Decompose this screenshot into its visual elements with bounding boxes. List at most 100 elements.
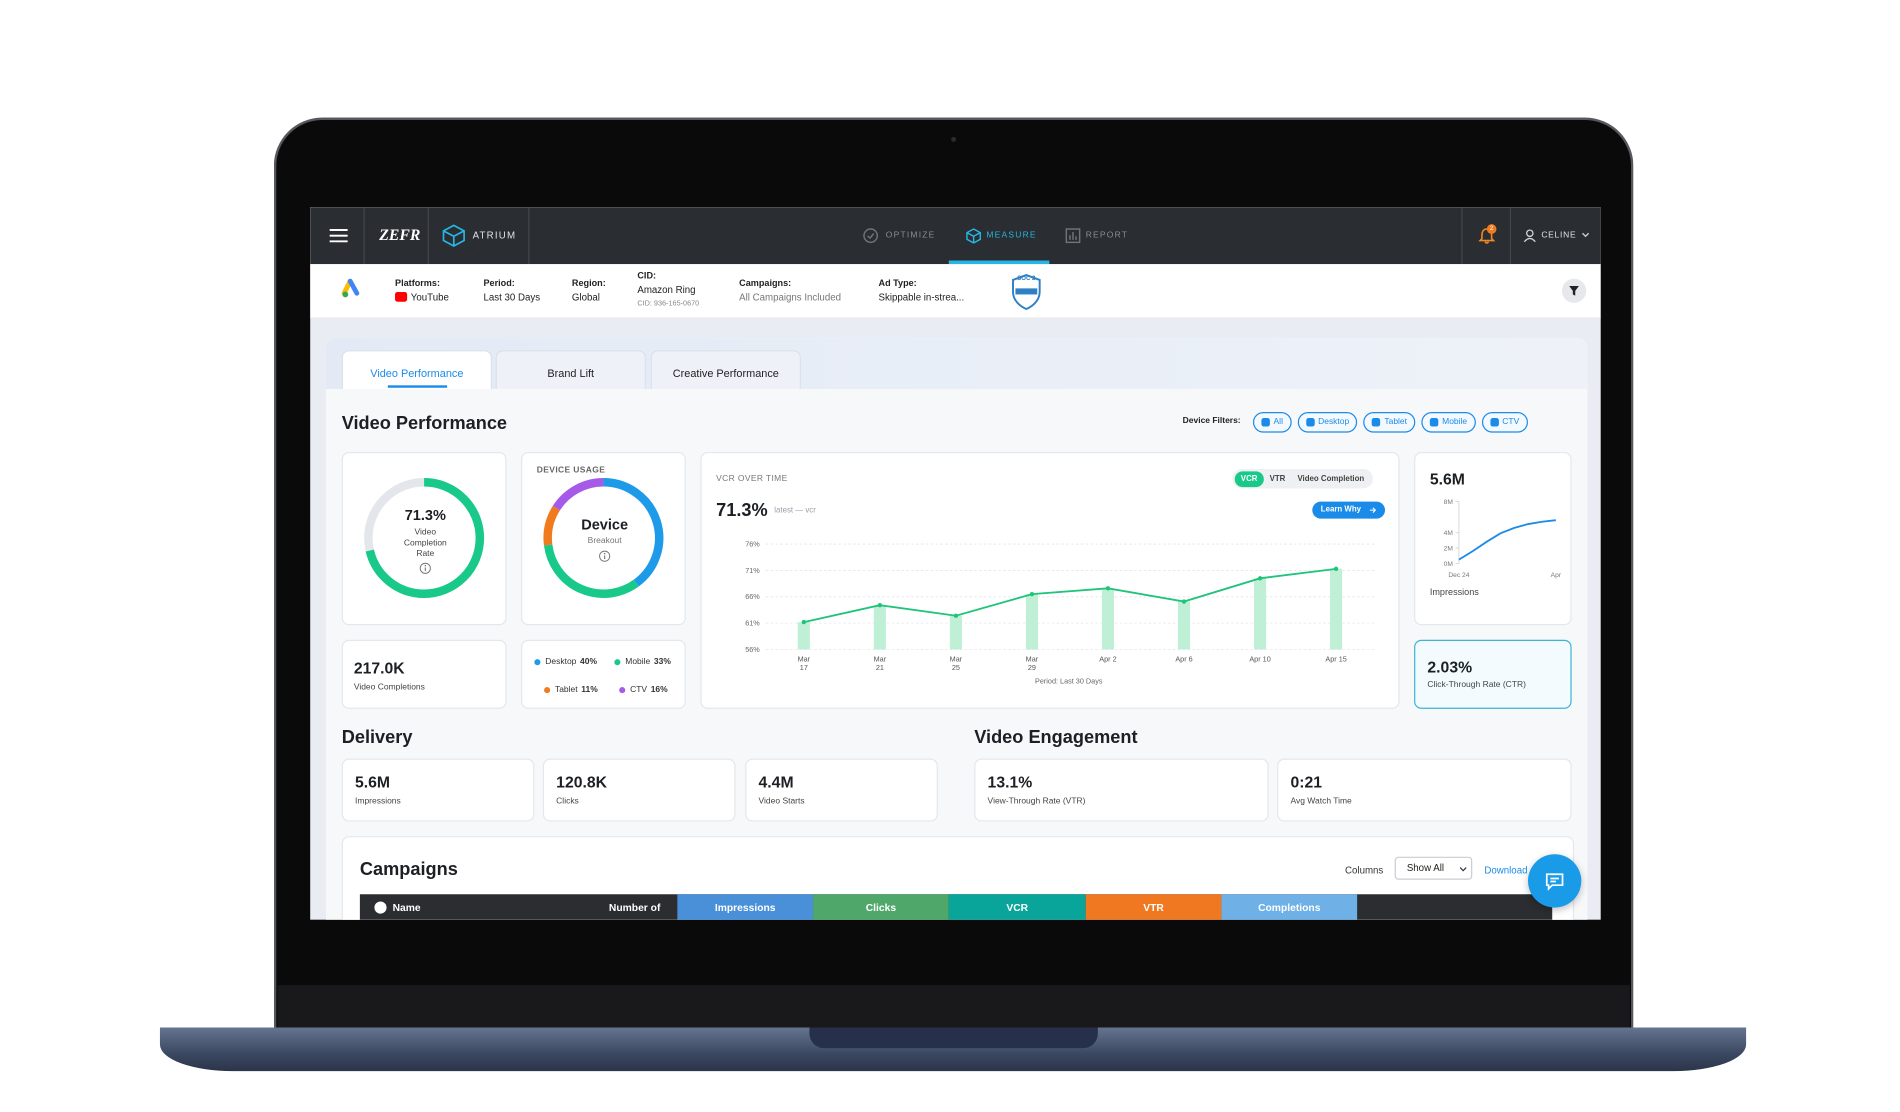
completions-card: 217.0K Video Completions: [341, 639, 507, 709]
info-icon[interactable]: [419, 562, 431, 574]
nav-item[interactable]: MEASURE: [986, 231, 1037, 240]
x-tick-label: Apr 10: [1249, 656, 1271, 665]
ctr-label: Click-Through Rate (CTR): [1427, 680, 1526, 690]
device-filter[interactable]: CTV: [1481, 411, 1528, 433]
checkbox: [1305, 418, 1315, 427]
campaigns-title: Campaigns: [359, 859, 458, 880]
table-header-cell[interactable]: VCR: [948, 894, 1086, 920]
nav-active-underline: [948, 260, 1050, 265]
device-filter[interactable]: Mobile: [1421, 411, 1476, 433]
metric-toggle-option[interactable]: Video Completion: [1297, 474, 1365, 483]
delivery-title: Delivery: [341, 727, 413, 748]
x-tick-label: Mar 29: [1025, 656, 1039, 673]
tab[interactable]: Brand Lift: [495, 350, 646, 389]
table-header-cell[interactable]: VTR: [1085, 894, 1222, 920]
y-tick-label: 8M: [1444, 499, 1453, 506]
section-title: Video Performance: [341, 413, 508, 434]
legend-item: Desktop 40%: [534, 658, 597, 666]
metric-value: 4.4M: [758, 773, 794, 792]
table-header-cell[interactable]: Impressions: [677, 894, 814, 920]
table-header-cell[interactable]: Completions: [1221, 894, 1358, 920]
metric-card: 13.1% View-Through Rate (VTR): [974, 758, 1269, 822]
nav-item[interactable]: REPORT: [1085, 231, 1129, 240]
metric-toggle-option[interactable]: VTR: [1269, 474, 1286, 483]
chat-button[interactable]: [1527, 854, 1582, 908]
screen: ZEFR ATRIUM OPTIMIZE MEASURE REPORT 2 CE…: [310, 207, 1601, 920]
download-link[interactable]: Download: [1484, 865, 1528, 877]
divider: [363, 207, 365, 265]
select-chevron: [1459, 867, 1467, 872]
tab[interactable]: Video Performance: [341, 350, 492, 389]
bar: [873, 605, 886, 650]
device-center-label: Device: [581, 516, 629, 534]
device-filters: All Desktop Tablet Mobile CTV: [1247, 411, 1528, 433]
donut-segment: [552, 478, 604, 511]
device-filter-label: All: [1273, 418, 1283, 427]
line: [1458, 519, 1556, 561]
field-value: Skippable in-strea...: [878, 292, 965, 303]
device-filter-label: Tablet: [1384, 418, 1408, 427]
laptop-chin: [277, 985, 1630, 1028]
line: [803, 567, 1337, 623]
legend-item: CTV 16%: [619, 686, 668, 694]
legend-dot: [544, 687, 551, 694]
field-label: Region:: [571, 277, 606, 289]
legend-value: 40%: [580, 657, 598, 667]
device-card: DEVICE USAGE Device Breakout: [521, 451, 686, 626]
select-all[interactable]: [374, 901, 387, 914]
device-filter[interactable]: All: [1252, 411, 1292, 433]
donut-segment: [603, 478, 664, 587]
table-header: Name Number of Impressions Clicks VCR VTR Comp…: [359, 894, 1553, 920]
legend-item: Mobile 33%: [614, 658, 671, 666]
info-icon[interactable]: [599, 550, 611, 562]
legend-label: Tablet: [554, 685, 578, 695]
completions-label: Video Completions: [353, 683, 425, 692]
notification-badge: 2: [1486, 224, 1497, 234]
y-tick-label: 66%: [745, 592, 760, 601]
device-filter[interactable]: Tablet: [1363, 411, 1416, 433]
metric-label: Clicks: [556, 797, 579, 806]
donut-segment: [543, 544, 639, 598]
top-nav: ZEFR ATRIUM OPTIMIZE MEASURE REPORT 2 CE…: [310, 207, 1601, 265]
legend-item: Tablet 11%: [544, 686, 598, 694]
bar: [1025, 594, 1038, 650]
legend-value: 33%: [653, 657, 671, 667]
divider: [1509, 207, 1512, 265]
arrow-icon: [1369, 507, 1377, 513]
tab[interactable]: Creative Performance: [650, 350, 801, 389]
table-header-cell[interactable]: Name: [392, 901, 421, 914]
table-header-cell[interactable]: Clicks: [813, 894, 949, 920]
menu-button[interactable]: [329, 229, 348, 243]
x-tick-label: Apr 15: [1325, 656, 1347, 665]
nav-item[interactable]: OPTIMIZE: [885, 231, 936, 240]
legend-value: 11%: [581, 685, 598, 695]
table-header-cell[interactable]: Number of: [608, 901, 661, 914]
main-panel: Video Performance Brand Lift Creative Pe…: [325, 338, 1588, 920]
metric-value: 0:21: [1290, 773, 1323, 792]
user-name[interactable]: CELINE: [1541, 231, 1577, 240]
x-tick-label: Apr 2: [1099, 656, 1117, 665]
bar: [1253, 578, 1267, 650]
x-tick-label: Mar 21: [873, 656, 887, 673]
learn-why-button[interactable]: Learn Why: [1312, 501, 1386, 519]
columns-label: Columns: [1345, 865, 1384, 877]
legend-dot: [534, 659, 541, 666]
y-tick-label: 61%: [745, 619, 760, 628]
x-tick-label: Dec 24: [1448, 572, 1469, 579]
device-filter-label: CTV: [1502, 418, 1520, 427]
vcr-chart: 56% 61% 66% 71% 76%: [745, 539, 1375, 654]
metric-card: 120.8K Clicks: [542, 758, 736, 822]
checkbox: [1490, 418, 1499, 427]
metric-card: 4.4M Video Starts: [745, 758, 938, 822]
metric-toggle-option[interactable]: VCR: [1234, 470, 1264, 487]
user-icon: [1523, 229, 1536, 243]
device-filter[interactable]: Desktop: [1297, 411, 1358, 433]
vcr-label: Video Completion Rate: [403, 528, 447, 559]
field-value: Global: [571, 292, 600, 303]
bar: [1330, 568, 1343, 650]
line-point: [1105, 586, 1111, 591]
field-value: Amazon Ring: [637, 284, 696, 296]
columns-select[interactable]: Show All: [1394, 856, 1473, 880]
